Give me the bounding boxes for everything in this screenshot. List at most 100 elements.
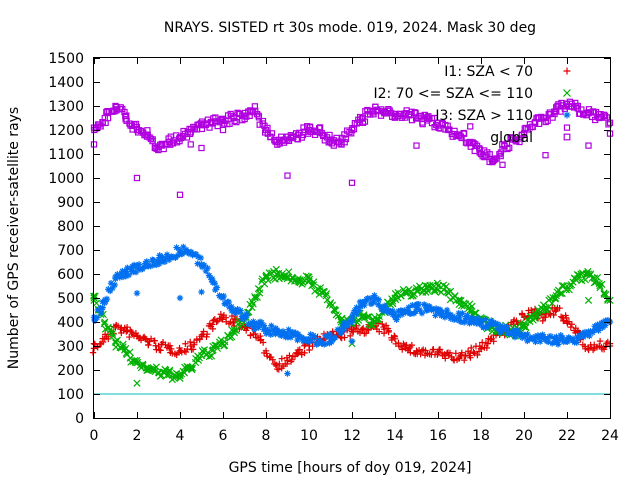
- data-point: [402, 289, 410, 297]
- outlier-point: [133, 379, 141, 387]
- outlier-point: [348, 338, 356, 345]
- data-point: [553, 306, 560, 314]
- data-point: [101, 335, 108, 342]
- data-point: [417, 351, 424, 358]
- data-point: [230, 306, 237, 314]
- data-point: [353, 304, 360, 311]
- y-tick-label: 900: [57, 195, 84, 211]
- y-tick-label: 1300: [48, 99, 84, 115]
- data-point: [442, 355, 449, 362]
- data-point: [217, 336, 225, 344]
- data-point: [255, 324, 262, 331]
- data-point: [520, 333, 528, 340]
- data-point: [161, 258, 169, 265]
- data-point: [551, 339, 558, 346]
- data-point: [348, 126, 356, 134]
- data-point: [194, 356, 203, 364]
- y-tick-label: 200: [57, 363, 84, 379]
- data-point: [327, 335, 334, 342]
- data-point: [305, 275, 314, 283]
- data-point: [497, 149, 505, 156]
- data-point: [166, 254, 173, 261]
- data-point: [456, 354, 463, 362]
- data-point: [375, 301, 382, 308]
- data-point: [356, 307, 363, 314]
- axes-layer: 0 2 4 6 8 10 12 14 16 18 20 22 240100200300400500600…: [48, 51, 619, 444]
- data-point: [494, 320, 501, 328]
- data-point: [209, 321, 216, 328]
- data-point: [346, 332, 354, 340]
- data-point: [557, 332, 564, 339]
- data-point: [253, 110, 261, 118]
- data-point: [283, 272, 292, 281]
- data-point: [173, 244, 180, 251]
- data-point: [482, 316, 489, 323]
- data-point: [305, 277, 313, 285]
- data-point: [595, 279, 603, 288]
- data-point: [101, 299, 108, 306]
- y-tick-label: 100: [57, 387, 84, 403]
- data-point: [294, 136, 302, 143]
- series-2: [90, 243, 614, 377]
- data-point: [165, 371, 173, 379]
- data-point: [547, 333, 555, 340]
- data-point: [413, 347, 420, 354]
- data-point: [213, 284, 221, 291]
- data-point: [551, 110, 558, 118]
- data-point: [113, 336, 121, 344]
- data-point: [176, 134, 184, 141]
- data-point: [343, 321, 350, 328]
- series-3: [90, 98, 614, 198]
- outlier-point: [198, 144, 205, 152]
- data-point: [450, 357, 458, 364]
- data-point: [326, 299, 335, 307]
- x-tick-label: 4: [176, 428, 185, 444]
- data-point: [272, 330, 279, 338]
- chart-title: NRAYS. SISTED rt 30s mode. 019, 2024. Ma…: [164, 20, 536, 36]
- data-point: [517, 135, 524, 142]
- data-point: [156, 252, 163, 259]
- data-point: [305, 342, 313, 350]
- data-point: [198, 125, 206, 133]
- data-point: [445, 311, 452, 318]
- data-point: [114, 271, 121, 278]
- data-point: [97, 309, 105, 317]
- data-point: [468, 344, 475, 352]
- data-point: [133, 359, 141, 367]
- outlier-point: [219, 126, 227, 134]
- data-point: [310, 332, 317, 339]
- data-point: [111, 281, 118, 289]
- data-point: [431, 114, 438, 122]
- data-point: [295, 131, 302, 138]
- data-point: [172, 253, 180, 260]
- data-point: [182, 348, 190, 356]
- data-point: [518, 330, 525, 338]
- data-point: [203, 330, 211, 338]
- data-point: [537, 338, 544, 345]
- data-point: [602, 290, 610, 299]
- data-point: [499, 326, 506, 333]
- y-tick-label: 400: [57, 315, 84, 331]
- data-point: [176, 347, 184, 354]
- data-point: [155, 143, 162, 150]
- legend-label: I2: 70 <= SZA <= 110: [373, 86, 533, 102]
- data-point: [563, 282, 571, 290]
- outlier-point: [284, 172, 291, 179]
- x-tick-label: 6: [219, 428, 228, 444]
- data-point: [262, 347, 270, 354]
- data-point: [209, 279, 216, 286]
- data-point: [474, 351, 481, 359]
- data-point: [476, 146, 484, 153]
- data-point: [376, 328, 383, 335]
- data-point: [214, 122, 221, 130]
- data-point: [373, 315, 381, 324]
- data-point: [424, 350, 431, 357]
- data-point: [252, 330, 259, 338]
- outlier-point: [133, 174, 141, 182]
- data-point: [602, 322, 609, 329]
- y-tick-label: 1400: [48, 75, 84, 91]
- data-point: [542, 114, 549, 122]
- data-point: [123, 268, 130, 275]
- data-point: [436, 306, 444, 313]
